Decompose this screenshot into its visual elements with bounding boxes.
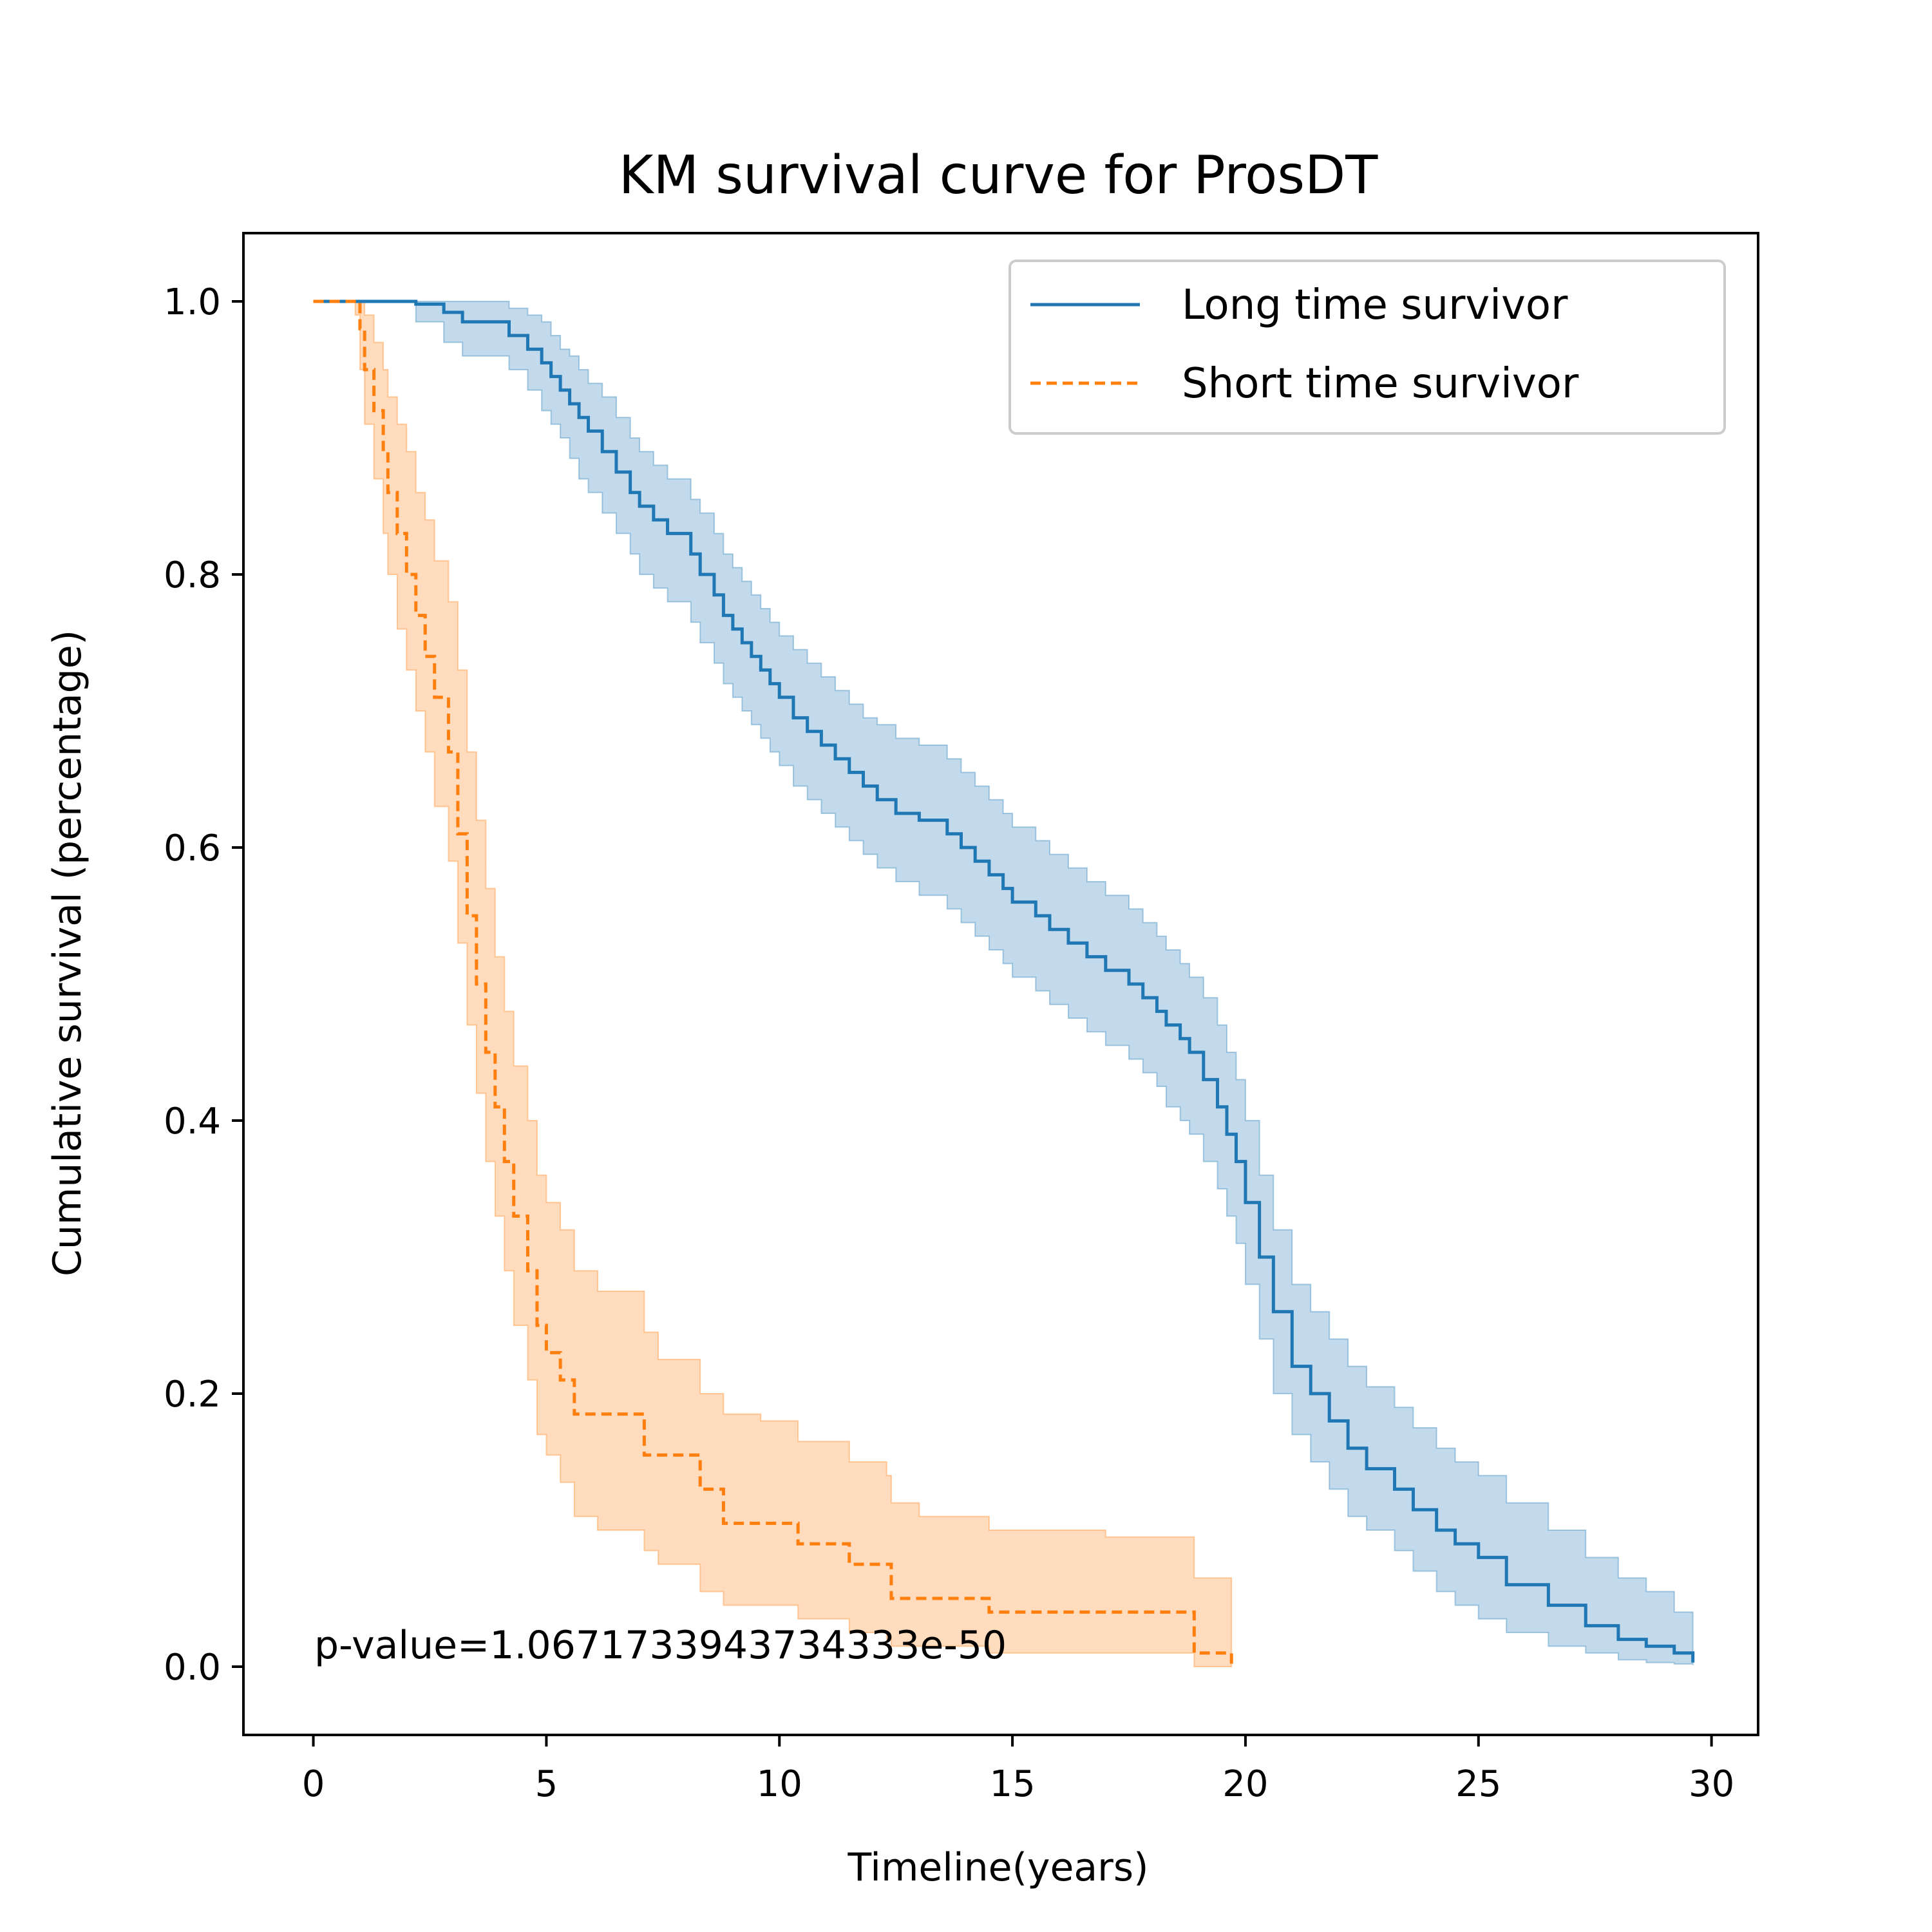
plot-area <box>313 299 1695 1667</box>
x-axis-label: Timeline(years) <box>847 1845 1148 1890</box>
p-value-annotation: p-value=1.0671733943734333e-50 <box>314 1623 1007 1668</box>
survival-line-0 <box>313 299 1695 1663</box>
x-tick-label: 5 <box>535 1763 558 1805</box>
y-tick-label: 0.2 <box>164 1374 221 1416</box>
legend-label-long: Long time survivor <box>1182 281 1568 329</box>
legend-box <box>1009 260 1726 435</box>
x-tick-label: 25 <box>1455 1763 1501 1805</box>
survival-line-1 <box>313 299 1233 1667</box>
y-tick-label: 0.8 <box>164 554 221 596</box>
legend-label-short: Short time survivor <box>1182 360 1579 408</box>
axis-ticks: 0 5 10 15 20 25 30 0.0 0.2 0.4 0.6 0.8 1.0 <box>164 281 1734 1805</box>
ci-band-1 <box>313 301 1233 1667</box>
x-tick-label: 10 <box>757 1763 802 1805</box>
y-tick-label: 0.0 <box>164 1647 221 1689</box>
ci-band-0 <box>313 301 1694 1665</box>
y-tick-label: 0.6 <box>164 828 221 869</box>
y-tick-label: 0.4 <box>164 1101 221 1142</box>
x-tick-label: 15 <box>989 1763 1035 1805</box>
x-tick-label: 20 <box>1222 1763 1268 1805</box>
axes-frame <box>242 232 1759 1736</box>
x-tick-label: 0 <box>302 1763 325 1805</box>
y-tick-label: 1.0 <box>164 281 221 323</box>
x-tick-label: 30 <box>1689 1763 1734 1805</box>
chart-title: KM survival curve for ProsDT <box>619 145 1379 206</box>
legend: Long time survivor Short time survivor <box>1009 260 1726 435</box>
y-axis-label: Cumulative survival (percentage) <box>45 630 90 1276</box>
